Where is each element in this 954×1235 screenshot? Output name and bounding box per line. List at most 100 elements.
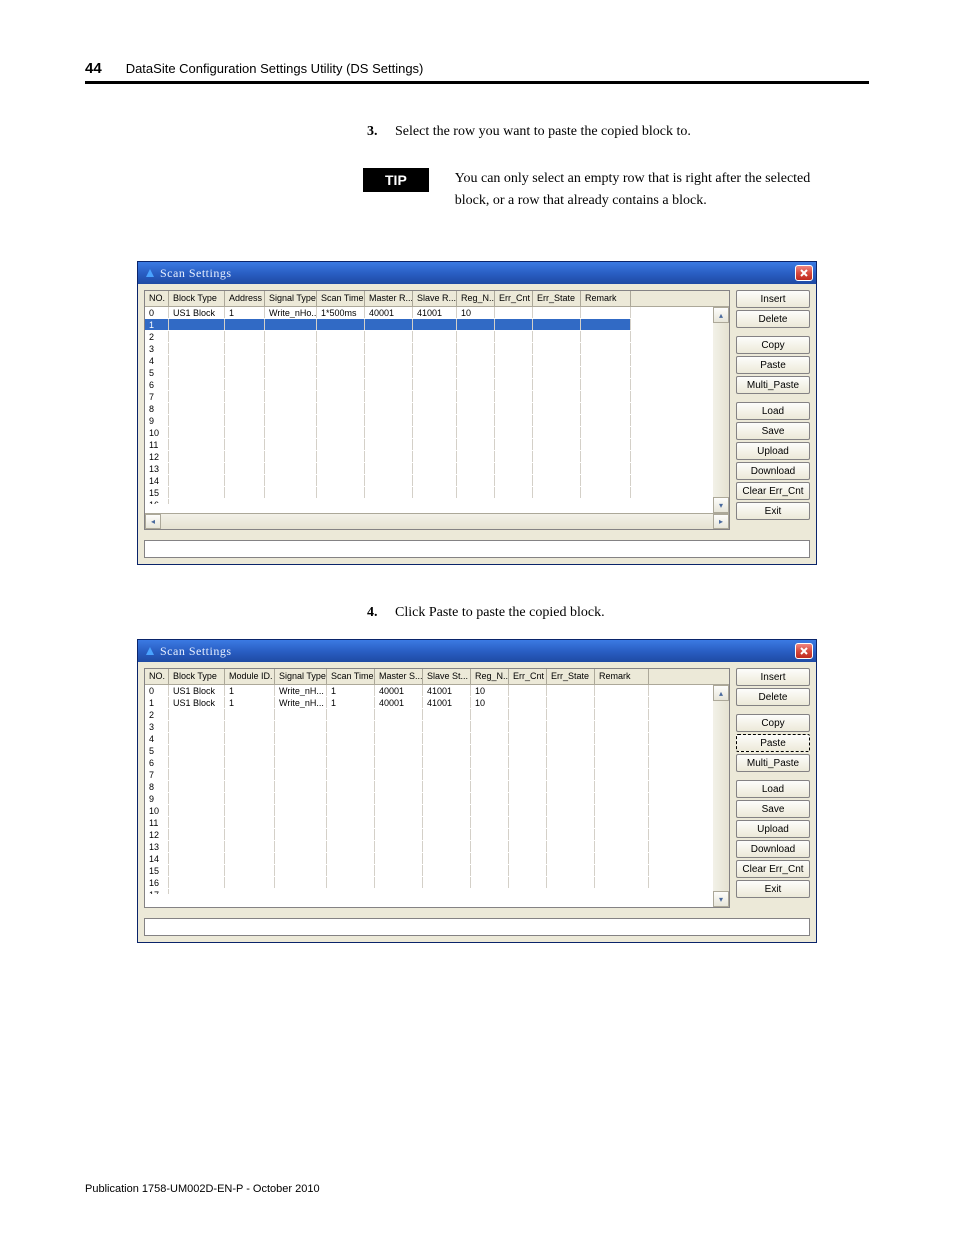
column-header[interactable]: Reg_N... <box>471 669 509 684</box>
close-button[interactable] <box>795 265 813 281</box>
table-row[interactable]: 4 <box>145 733 729 745</box>
app-icon <box>144 645 156 657</box>
insert-button[interactable]: Insert <box>736 668 810 686</box>
clear-err-cnt-button[interactable]: Clear Err_Cnt <box>736 860 810 878</box>
data-grid[interactable]: NO.Block TypeModule ID.Signal TypeScan T… <box>144 668 730 908</box>
table-cell: 13 <box>145 841 169 852</box>
column-header[interactable]: Reg_N... <box>457 291 495 306</box>
table-row[interactable]: 6 <box>145 757 729 769</box>
column-header[interactable]: Module ID. <box>225 669 275 684</box>
column-header[interactable]: Master R... <box>365 291 413 306</box>
table-row[interactable]: 1 <box>145 319 729 331</box>
table-row[interactable]: 3 <box>145 721 729 733</box>
column-header[interactable]: Slave St... <box>423 669 471 684</box>
column-header[interactable]: Scan Time <box>327 669 375 684</box>
copy-button[interactable]: Copy <box>736 714 810 732</box>
delete-button[interactable]: Delete <box>736 688 810 706</box>
table-row[interactable]: 16 <box>145 877 729 889</box>
table-row[interactable]: 6 <box>145 379 729 391</box>
column-header[interactable]: Signal Type <box>275 669 327 684</box>
vertical-scrollbar[interactable]: ▴ ▾ <box>713 685 729 907</box>
clear-err-cnt-button[interactable]: Clear Err_Cnt <box>736 482 810 500</box>
table-cell <box>265 439 317 450</box>
column-header[interactable]: NO. <box>145 291 169 306</box>
table-row[interactable]: 0US1 Block1Write_nHo...1*500ms4000141001… <box>145 307 729 319</box>
table-cell <box>169 865 225 876</box>
column-header[interactable]: Address <box>225 291 265 306</box>
table-row[interactable]: 2 <box>145 709 729 721</box>
delete-button[interactable]: Delete <box>736 310 810 328</box>
table-row[interactable]: 4 <box>145 355 729 367</box>
data-grid[interactable]: NO.Block TypeAddressSignal TypeScan Time… <box>144 290 730 530</box>
table-row[interactable]: 3 <box>145 343 729 355</box>
table-cell <box>275 853 327 864</box>
horizontal-scrollbar[interactable]: ◂ ▸ <box>145 513 729 529</box>
table-row[interactable]: 10 <box>145 805 729 817</box>
table-row[interactable]: 14 <box>145 853 729 865</box>
table-row[interactable]: 9 <box>145 415 729 427</box>
table-cell: 9 <box>145 793 169 804</box>
scroll-left-arrow[interactable]: ◂ <box>145 514 161 529</box>
scroll-up-arrow[interactable]: ▴ <box>713 307 729 323</box>
table-row[interactable]: 5 <box>145 367 729 379</box>
column-header[interactable]: Block Type <box>169 669 225 684</box>
save-button[interactable]: Save <box>736 800 810 818</box>
multi-paste-button[interactable]: Multi_Paste <box>736 376 810 394</box>
table-row[interactable]: 5 <box>145 745 729 757</box>
scroll-down-arrow[interactable]: ▾ <box>713 891 729 907</box>
download-button[interactable]: Download <box>736 840 810 858</box>
download-button[interactable]: Download <box>736 462 810 480</box>
table-row[interactable]: 11 <box>145 439 729 451</box>
titlebar[interactable]: Scan Settings <box>138 262 816 284</box>
column-header[interactable]: Master S... <box>375 669 423 684</box>
exit-button[interactable]: Exit <box>736 880 810 898</box>
paste-button[interactable]: Paste <box>736 734 810 752</box>
column-header[interactable]: Scan Time <box>317 291 365 306</box>
table-row[interactable]: 9 <box>145 793 729 805</box>
table-row[interactable]: 2 <box>145 331 729 343</box>
paste-button[interactable]: Paste <box>736 356 810 374</box>
table-row[interactable]: 13 <box>145 463 729 475</box>
table-row[interactable]: 8 <box>145 781 729 793</box>
table-row[interactable]: 7 <box>145 769 729 781</box>
column-header[interactable]: Signal Type <box>265 291 317 306</box>
insert-button[interactable]: Insert <box>736 290 810 308</box>
scroll-up-arrow[interactable]: ▴ <box>713 685 729 701</box>
column-header[interactable]: NO. <box>145 669 169 684</box>
table-row[interactable]: 8 <box>145 403 729 415</box>
table-row[interactable]: 10 <box>145 427 729 439</box>
vertical-scrollbar[interactable]: ▴ ▾ <box>713 307 729 513</box>
load-button[interactable]: Load <box>736 780 810 798</box>
scroll-right-arrow[interactable]: ▸ <box>713 514 729 529</box>
table-row[interactable]: 15 <box>145 865 729 877</box>
save-button[interactable]: Save <box>736 422 810 440</box>
exit-button[interactable]: Exit <box>736 502 810 520</box>
copy-button[interactable]: Copy <box>736 336 810 354</box>
column-header[interactable]: Block Type <box>169 291 225 306</box>
table-row[interactable]: 0US1 Block1Write_nH...1400014100110 <box>145 685 729 697</box>
table-row[interactable]: 11 <box>145 817 729 829</box>
close-button[interactable] <box>795 643 813 659</box>
table-row[interactable]: 12 <box>145 829 729 841</box>
column-header[interactable]: Remark <box>595 669 649 684</box>
table-row[interactable]: 13 <box>145 841 729 853</box>
column-header[interactable]: Err_State <box>547 669 595 684</box>
column-header[interactable]: Err_Cnt <box>495 291 533 306</box>
table-row[interactable]: 12 <box>145 451 729 463</box>
upload-button[interactable]: Upload <box>736 820 810 838</box>
multi-paste-button[interactable]: Multi_Paste <box>736 754 810 772</box>
column-header[interactable]: Slave R... <box>413 291 457 306</box>
load-button[interactable]: Load <box>736 402 810 420</box>
table-row[interactable]: 15 <box>145 487 729 499</box>
titlebar[interactable]: Scan Settings <box>138 640 816 662</box>
column-header[interactable]: Err_Cnt <box>509 669 547 684</box>
table-cell <box>317 487 365 498</box>
column-header[interactable]: Remark <box>581 291 631 306</box>
table-row[interactable]: 14 <box>145 475 729 487</box>
upload-button[interactable]: Upload <box>736 442 810 460</box>
table-row[interactable]: 1US1 Block1Write_nH...1400014100110 <box>145 697 729 709</box>
table-row[interactable]: 7 <box>145 391 729 403</box>
table-cell <box>375 769 423 780</box>
column-header[interactable]: Err_State <box>533 291 581 306</box>
scroll-down-arrow[interactable]: ▾ <box>713 497 729 513</box>
